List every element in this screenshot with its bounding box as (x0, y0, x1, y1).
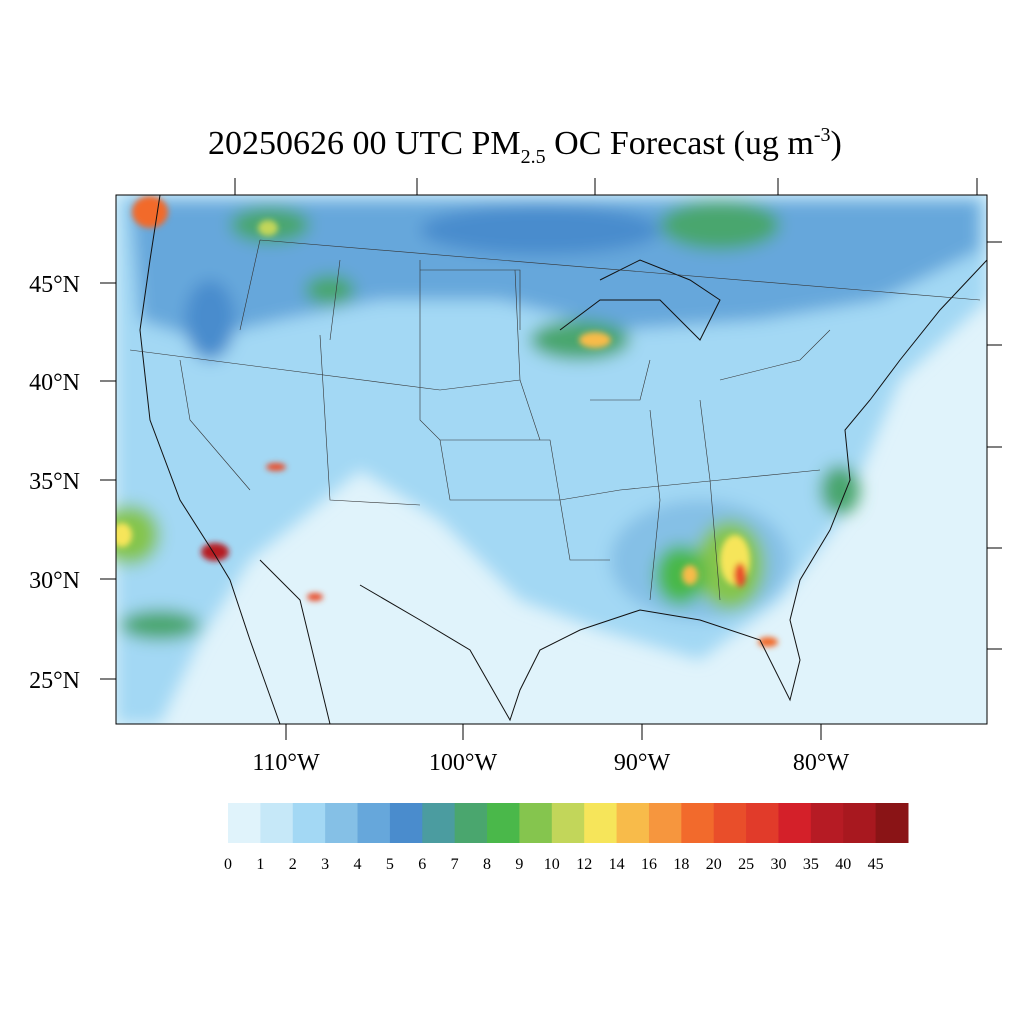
title-sup: -3 (814, 124, 831, 146)
colorbar-label: 9 (515, 856, 523, 873)
colorbar-label: 16 (641, 856, 657, 873)
colorbar-label: 25 (738, 856, 754, 873)
colorbar-label: 20 (706, 856, 722, 873)
colorbar-box (389, 803, 423, 843)
colorbar-box (681, 803, 715, 843)
colorbar-box (422, 803, 456, 843)
colorbar-box (454, 803, 488, 843)
title-rest: OC Forecast (ug m (546, 125, 814, 162)
colorbar-box (357, 803, 391, 843)
map-frame (115, 194, 988, 725)
colorbar-box (616, 803, 650, 843)
graticule-ticks (100, 178, 1002, 740)
title-sub: 2.5 (521, 146, 546, 168)
colorbar-box (810, 803, 844, 843)
colorbar-label: 18 (673, 856, 689, 873)
axis-labels: 45°N 40°N 35°N 30°N 25°N 110°W 100°W 90°W 80°W (29, 272, 849, 776)
lon-label: 80°W (793, 750, 850, 776)
colorbar-box (778, 803, 812, 843)
colorbar-box (487, 803, 520, 843)
lat-label: 25°N (29, 668, 80, 694)
lon-label: 90°W (614, 750, 671, 776)
colorbar-label: 10 (544, 856, 560, 873)
title-main: 20250626 00 UTC PM (208, 125, 521, 162)
colorbar-box (875, 803, 909, 843)
colorbar-label: 5 (386, 856, 394, 873)
colorbar-box (292, 803, 326, 843)
lat-label: 30°N (29, 568, 80, 594)
colorbar-box (746, 803, 779, 843)
colorbar-label: 35 (803, 856, 819, 873)
colorbar-label: 30 (770, 856, 786, 873)
colorbar-label: 45 (868, 856, 884, 873)
lat-label: 35°N (29, 469, 80, 495)
colorbar-box (584, 803, 618, 843)
colorbar-label: 2 (289, 856, 297, 873)
lon-label: 110°W (252, 750, 320, 776)
colorbar-label: 12 (576, 856, 592, 873)
colorbar-label: 8 (483, 856, 491, 873)
colorbar-label: 6 (418, 856, 426, 873)
colorbar-box (228, 803, 261, 843)
colorbar-box (843, 803, 877, 843)
colorbar-label: 40 (835, 856, 851, 873)
colorbar-label: 3 (321, 856, 329, 873)
map-title: 20250626 00 UTC PM2.5 OC Forecast (ug m-… (208, 124, 842, 168)
colorbar-label: 1 (256, 856, 264, 873)
colorbar-label: 0 (224, 856, 232, 873)
colorbar: 0 1 2 3 4 5 6 7 8 9 10 12 14 16 18 20 25 30 35 40 45 (224, 803, 909, 873)
title-end: ) (831, 125, 842, 162)
concentration-field (116, 195, 987, 724)
colorbar-box (260, 803, 294, 843)
lon-label: 100°W (429, 750, 498, 776)
colorbar-box (519, 803, 553, 843)
lat-label: 45°N (29, 272, 80, 298)
lat-label: 40°N (29, 370, 80, 396)
colorbar-box (713, 803, 747, 843)
colorbar-label: 7 (451, 856, 459, 873)
colorbar-box (648, 803, 682, 843)
colorbar-box (551, 803, 585, 843)
colorbar-label: 14 (609, 856, 625, 873)
colorbar-label: 4 (354, 856, 362, 873)
colorbar-box (325, 803, 359, 843)
